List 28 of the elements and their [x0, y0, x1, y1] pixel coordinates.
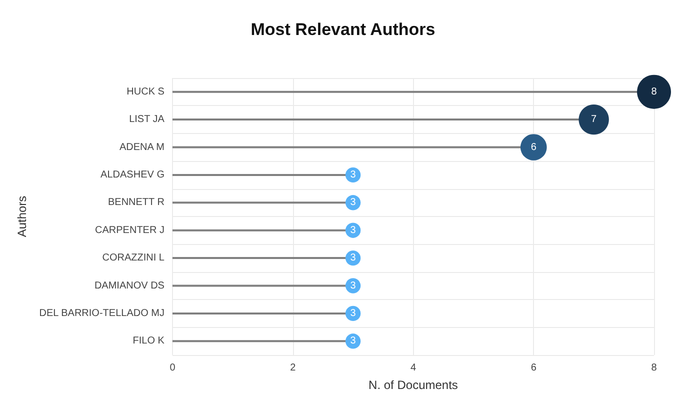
y-tick-label: ALDASHEV G [100, 169, 165, 180]
data-label: 7 [591, 114, 598, 126]
x-tick-label: 8 [651, 362, 658, 374]
y-tick-label: ADENA M [119, 142, 164, 153]
data-label: 3 [350, 336, 356, 347]
y-tick-label: FILO K [132, 336, 165, 347]
data-label: 3 [350, 252, 356, 264]
y-tick-label: BENNETT R [108, 197, 164, 208]
x-axis-title: N. of Documents [368, 378, 458, 392]
data-label: 6 [530, 142, 537, 153]
x-tick-label: 4 [410, 362, 416, 374]
data-label: 3 [350, 197, 356, 208]
x-tick-label: 6 [530, 362, 537, 374]
y-tick-label: DEL BARRIO-TELLADO MJ [39, 308, 164, 319]
y-axis-title: Authors [15, 196, 29, 238]
data-label: 3 [350, 224, 356, 236]
x-tick-label: 2 [290, 362, 296, 374]
y-tick-label: HUCK S [126, 86, 165, 98]
data-label: 3 [350, 169, 356, 180]
x-tick-label: 0 [170, 362, 176, 374]
data-label: 3 [350, 308, 356, 319]
chart-title: Most Relevant Authors [250, 20, 436, 39]
y-tick-label: LIST JA [129, 114, 165, 126]
data-label: 3 [350, 280, 356, 292]
y-tick-label: DAMIANOV DS [94, 280, 165, 292]
y-tick-label: CARPENTER J [95, 224, 164, 236]
y-tick-label: CORAZZINI L [102, 252, 165, 264]
data-label: 8 [651, 86, 658, 98]
